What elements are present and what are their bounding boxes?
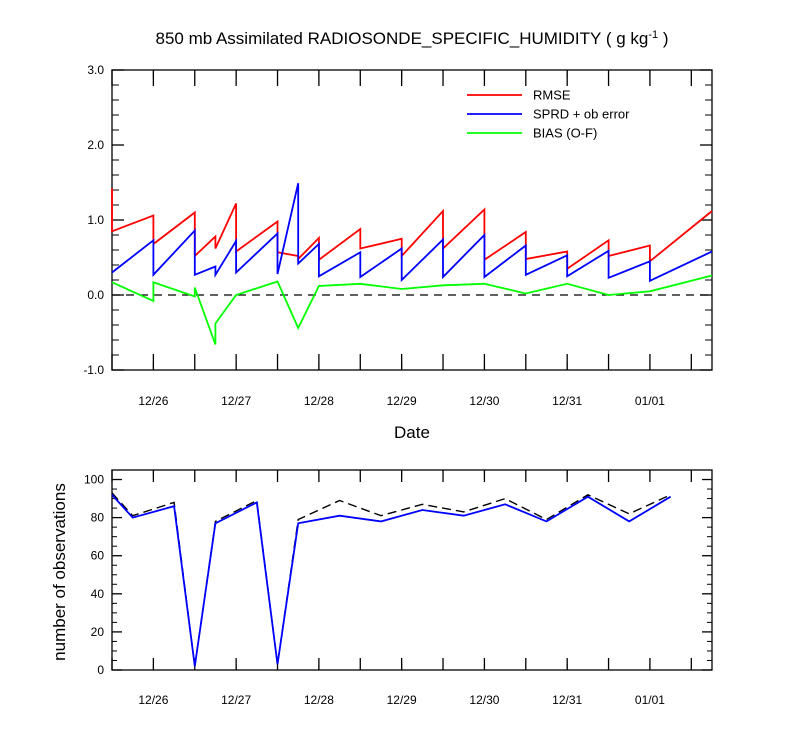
top-x-axis-label: Date [394,423,430,442]
y-tick-label: 1.0 [87,213,104,227]
y-tick-label: 100 [84,473,104,487]
legend: RMSE SPRD + ob error BIAS (O-F) [467,88,630,141]
legend-label-rmse: RMSE [533,88,571,103]
x-tick-label: 12/28 [304,394,334,408]
bottom-series [111,492,672,667]
legend-label-bias-o-f: BIAS (O-F) [533,126,597,141]
y-tick-label: 20 [91,625,105,639]
top-x-tick-labels: 12/26 12/27 12/28 12/29 12/30 12/31 01/01 [138,394,665,408]
x-tick-label: 12/29 [387,394,417,408]
x-tick-label: 12/29 [387,693,417,707]
bottom-y-tick-labels: 0 20 40 60 80 100 [84,473,104,677]
x-tick-label: 12/27 [221,693,251,707]
bottom-ticks [111,470,712,671]
bottom-y-axis-label: number of observations [50,483,69,661]
y-tick-label: 80 [91,511,105,525]
y-tick-label: 0.0 [87,288,104,302]
series-line-assimilated [111,494,672,667]
y-tick-label: 40 [91,587,105,601]
x-tick-label: 12/28 [304,693,334,707]
x-tick-label: 12/26 [138,394,168,408]
y-tick-label: 0 [97,663,104,677]
y-tick-label: 60 [91,549,105,563]
bottom-plot-frame [111,469,713,671]
x-tick-label: 12/27 [221,394,251,408]
top-ticks [111,69,712,371]
x-tick-label: 12/26 [138,693,168,707]
x-tick-label: 01/01 [635,394,665,408]
x-tick-label: 12/30 [469,693,499,707]
y-tick-label: 2.0 [87,138,104,152]
x-tick-label: 12/31 [552,394,582,408]
series-line-rmse [111,188,713,271]
x-tick-label: 12/31 [552,693,582,707]
top-chart-title: 850 mb Assimilated RADIOSONDE_SPECIFIC_H… [155,29,668,48]
top-chart: 850 mb Assimilated RADIOSONDE_SPECIFIC_H… [83,29,713,442]
series-line-bias-o-f [111,274,713,345]
top-series [111,182,713,345]
x-tick-label: 01/01 [635,693,665,707]
legend-label-sprd-ob-error: SPRD + ob error [533,107,630,122]
x-tick-label: 12/30 [469,394,499,408]
top-y-tick-labels: -1.0 0.0 1.0 2.0 3.0 [83,63,104,377]
y-tick-label: 3.0 [87,63,104,77]
y-tick-label: -1.0 [83,363,104,377]
series-line-sprd-ob-error [111,182,713,283]
bottom-x-tick-labels: 12/26 12/27 12/28 12/29 12/30 12/31 01/01 [138,693,665,707]
